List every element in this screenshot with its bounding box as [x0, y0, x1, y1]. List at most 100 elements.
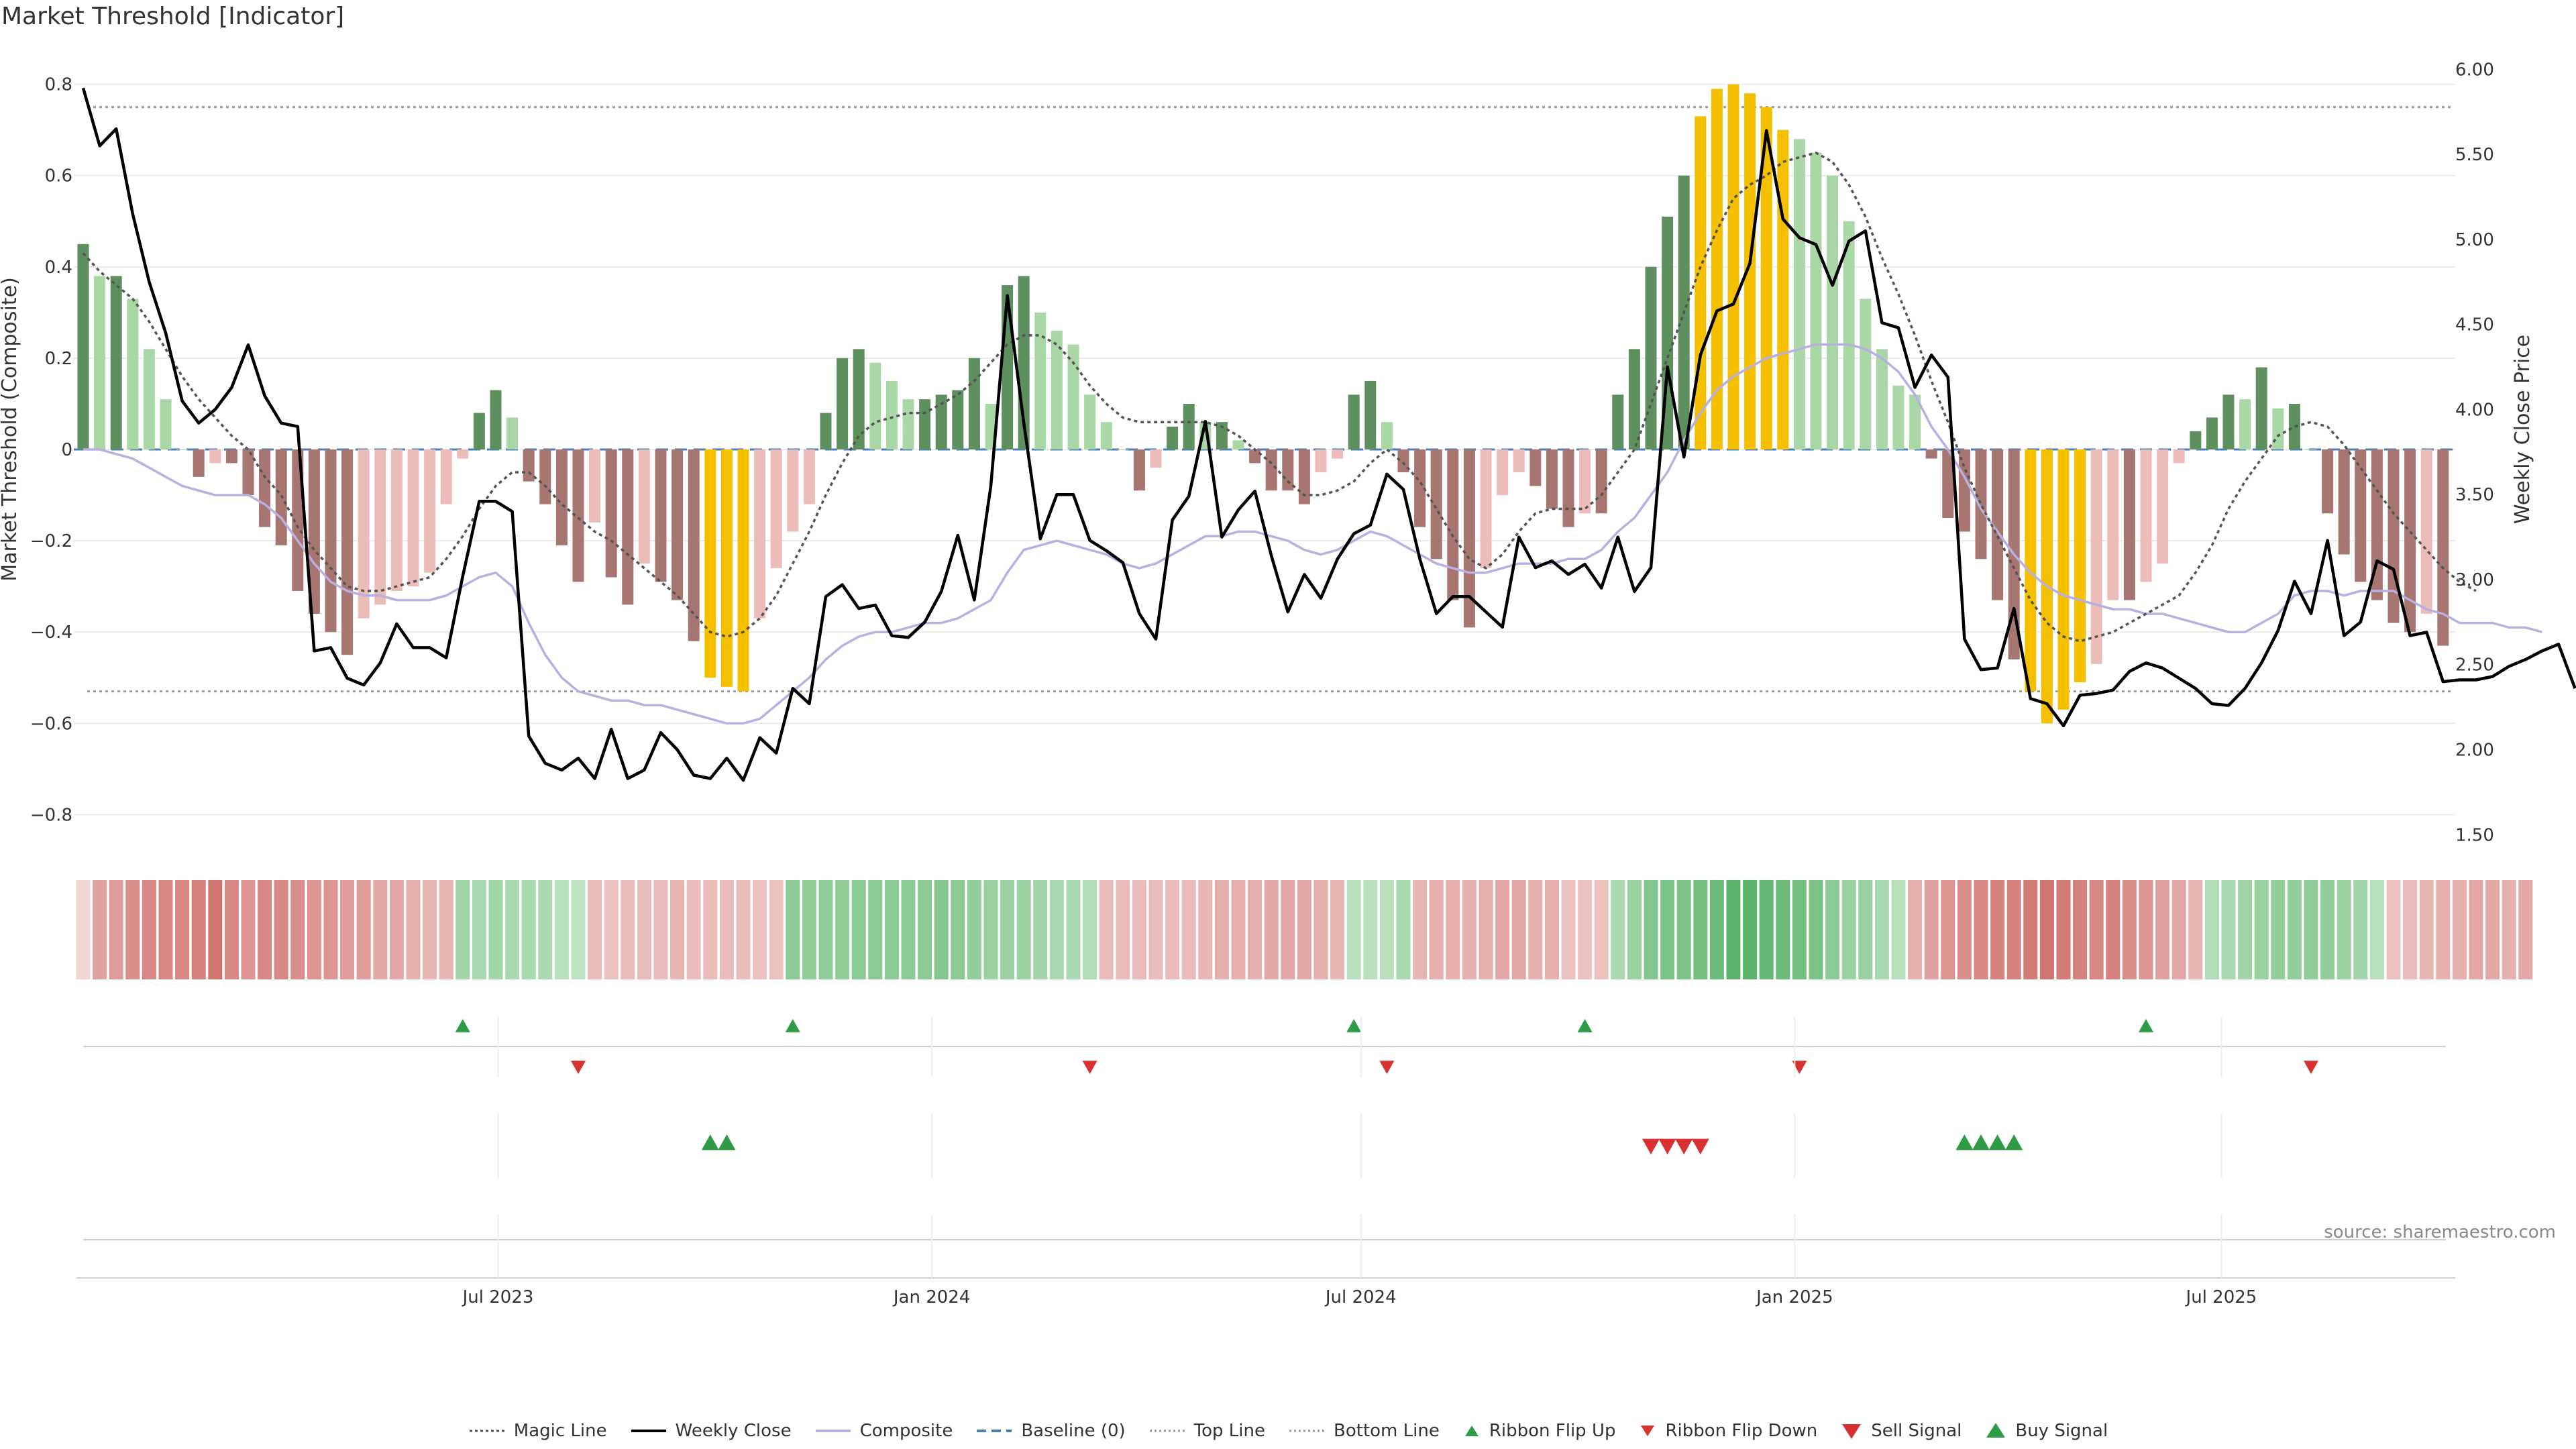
bar	[968, 358, 980, 449]
bar	[837, 358, 849, 449]
bar	[225, 449, 237, 464]
ribbon-flip-up-icon	[785, 1019, 800, 1032]
ribbon-flip-up-icon	[1346, 1019, 1362, 1032]
ribbon-cell	[2039, 880, 2054, 979]
left-axis-label: Market Threshold (Composite)	[0, 277, 21, 582]
ribbon-cell	[158, 880, 173, 979]
ribbon-cell	[1611, 880, 1625, 979]
ribbon-cell	[2188, 880, 2203, 979]
ribbon-cell	[2485, 880, 2500, 979]
bar	[2090, 449, 2102, 664]
buy-signal-icon	[1988, 1134, 2006, 1150]
ribbon-cell	[1709, 880, 1724, 979]
ribbon-flip-up-icon	[1577, 1019, 1593, 1032]
ribbon-cell	[1462, 880, 1477, 979]
bar	[1430, 449, 1442, 559]
ribbon-cell	[1561, 880, 1576, 979]
bar	[2255, 367, 2267, 449]
bar	[1628, 349, 1640, 449]
bar	[2206, 417, 2218, 449]
ribbon-cell	[588, 880, 602, 979]
ribbon-cell	[356, 880, 371, 979]
bar	[209, 449, 221, 464]
legend-label: Top Line	[1193, 1421, 1265, 1441]
legend-item-composite: Composite	[814, 1421, 953, 1441]
bar	[1364, 380, 1377, 449]
bar	[1612, 394, 1624, 449]
ribbon-cell	[1346, 880, 1361, 979]
bar	[539, 449, 551, 504]
legend-label: Ribbon Flip Down	[1665, 1421, 1818, 1441]
left-tick-label: −0.6	[30, 714, 72, 734]
legend-label: Weekly Close	[675, 1421, 792, 1441]
right-tick-label: 6.00	[2455, 60, 2494, 80]
bar	[143, 349, 155, 449]
bar	[2157, 449, 2169, 564]
ribbon-cell	[2287, 880, 2302, 979]
bar	[605, 449, 617, 578]
ribbon-cell	[2304, 880, 2318, 979]
ribbon-cell	[2139, 880, 2153, 979]
bar	[1942, 449, 1954, 519]
ribbon-cell	[2221, 880, 2236, 979]
ribbon-cell	[983, 880, 998, 979]
bar	[473, 413, 485, 449]
ribbon-cell	[736, 880, 751, 979]
signal-panels	[83, 1019, 2446, 1240]
ribbon-cell	[2155, 880, 2170, 979]
ribbon-cell	[1825, 880, 1840, 979]
left-tick-label: 0.8	[45, 75, 72, 95]
bar	[1513, 449, 1525, 473]
bar	[1992, 449, 2004, 600]
legend-item-buy-signal: Buy Signal	[1984, 1421, 2108, 1441]
ribbon-cell	[753, 880, 767, 979]
series-lines	[81, 87, 2576, 782]
bar	[259, 449, 271, 527]
bar	[1216, 422, 1228, 449]
bar	[2404, 449, 2416, 633]
bar	[1760, 107, 1772, 450]
buy-signal-icon	[1972, 1134, 1990, 1150]
bar	[1381, 422, 1393, 449]
bar	[374, 449, 386, 605]
sell-signal-icon	[1842, 1424, 1862, 1439]
bar	[176, 449, 189, 450]
ribbon-flip-up-icon	[2139, 1019, 2153, 1032]
ribbon-cell	[1313, 880, 1328, 979]
ribbon-cell	[1924, 880, 1939, 979]
bar	[193, 449, 205, 477]
legend-item-magic-line: Magic Line	[468, 1421, 607, 1441]
legend-label: Magic Line	[513, 1421, 607, 1441]
ribbon-cell	[1066, 880, 1081, 979]
legend-label: Baseline (0)	[1021, 1421, 1126, 1441]
bar	[424, 449, 436, 573]
bar	[1727, 84, 1739, 449]
bar	[1150, 449, 1162, 468]
bar	[1497, 449, 1509, 496]
ribbon-cell	[1099, 880, 1114, 979]
ribbon-cell	[1676, 880, 1691, 979]
bar	[720, 449, 733, 687]
x-tick-label: Jul 2024	[1324, 1287, 1397, 1307]
ribbon-panel	[76, 880, 2533, 979]
ribbon-cell	[2518, 880, 2533, 979]
bar	[1463, 449, 1475, 628]
ribbon-cell	[2073, 880, 2088, 979]
bar	[2338, 449, 2350, 555]
ribbon-flip-down-icon	[571, 1061, 586, 1074]
bar	[2355, 449, 2367, 582]
ribbon-cell	[1874, 880, 1889, 979]
bottom-line-swatch	[1289, 1430, 1324, 1432]
bar	[407, 449, 419, 587]
bar	[77, 244, 89, 449]
bar	[2272, 408, 2284, 449]
ribbon-cell	[554, 880, 569, 979]
ribbon-cell	[2320, 880, 2335, 979]
right-tick-label: 1.50	[2455, 825, 2494, 845]
right-tick-label: 5.00	[2455, 230, 2494, 250]
right-tick-label: 3.50	[2455, 485, 2494, 505]
bar	[2074, 449, 2086, 683]
bar	[1084, 394, 1096, 449]
bar	[390, 449, 402, 591]
